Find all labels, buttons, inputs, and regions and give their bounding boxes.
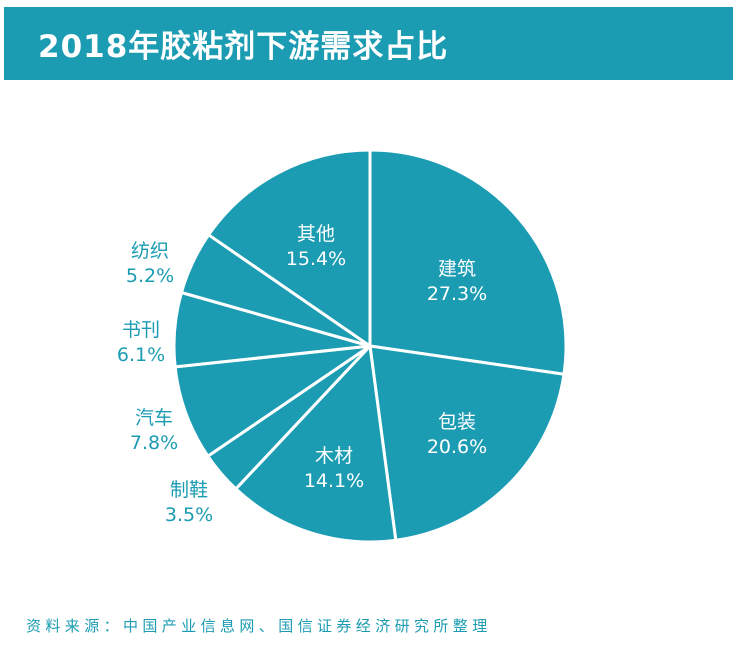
slice-label-packaging: 包装 [438, 411, 476, 433]
pie-slice-wood [234, 344, 398, 544]
slice-label-wood: 木材 [315, 445, 353, 467]
slice-value-wood: 14.1% [304, 470, 364, 492]
pie-slice-packaging [368, 344, 566, 542]
pie-slice-automotive [173, 344, 372, 458]
slice-value-construction: 27.3% [427, 283, 487, 305]
chart-title: 2018年胶粘剂下游需求占比 [38, 29, 449, 65]
slice-value-automotive: 7.8% [130, 432, 178, 454]
slice-value-other: 15.4% [286, 248, 346, 270]
pie-slice-construction [368, 148, 568, 376]
slice-label-automotive: 汽车 [135, 407, 173, 429]
slice-label-books: 书刊 [122, 319, 160, 341]
slice-label-other: 其他 [297, 223, 335, 245]
source-note: 资料来源：中国产业信息网、国信证券经济研究所整理 [26, 617, 492, 635]
slice-value-footwear: 3.5% [165, 504, 213, 526]
slice-value-textile: 5.2% [126, 265, 174, 287]
slice-value-packaging: 20.6% [427, 436, 487, 458]
slice-label-textile: 纺织 [131, 240, 169, 262]
slice-label-construction: 建筑 [438, 258, 476, 280]
pie-slice-other [207, 148, 372, 348]
slice-value-books: 6.1% [117, 344, 165, 366]
title-bar: 2018年胶粘剂下游需求占比 [4, 7, 733, 80]
slice-label-footwear: 制鞋 [170, 479, 208, 501]
